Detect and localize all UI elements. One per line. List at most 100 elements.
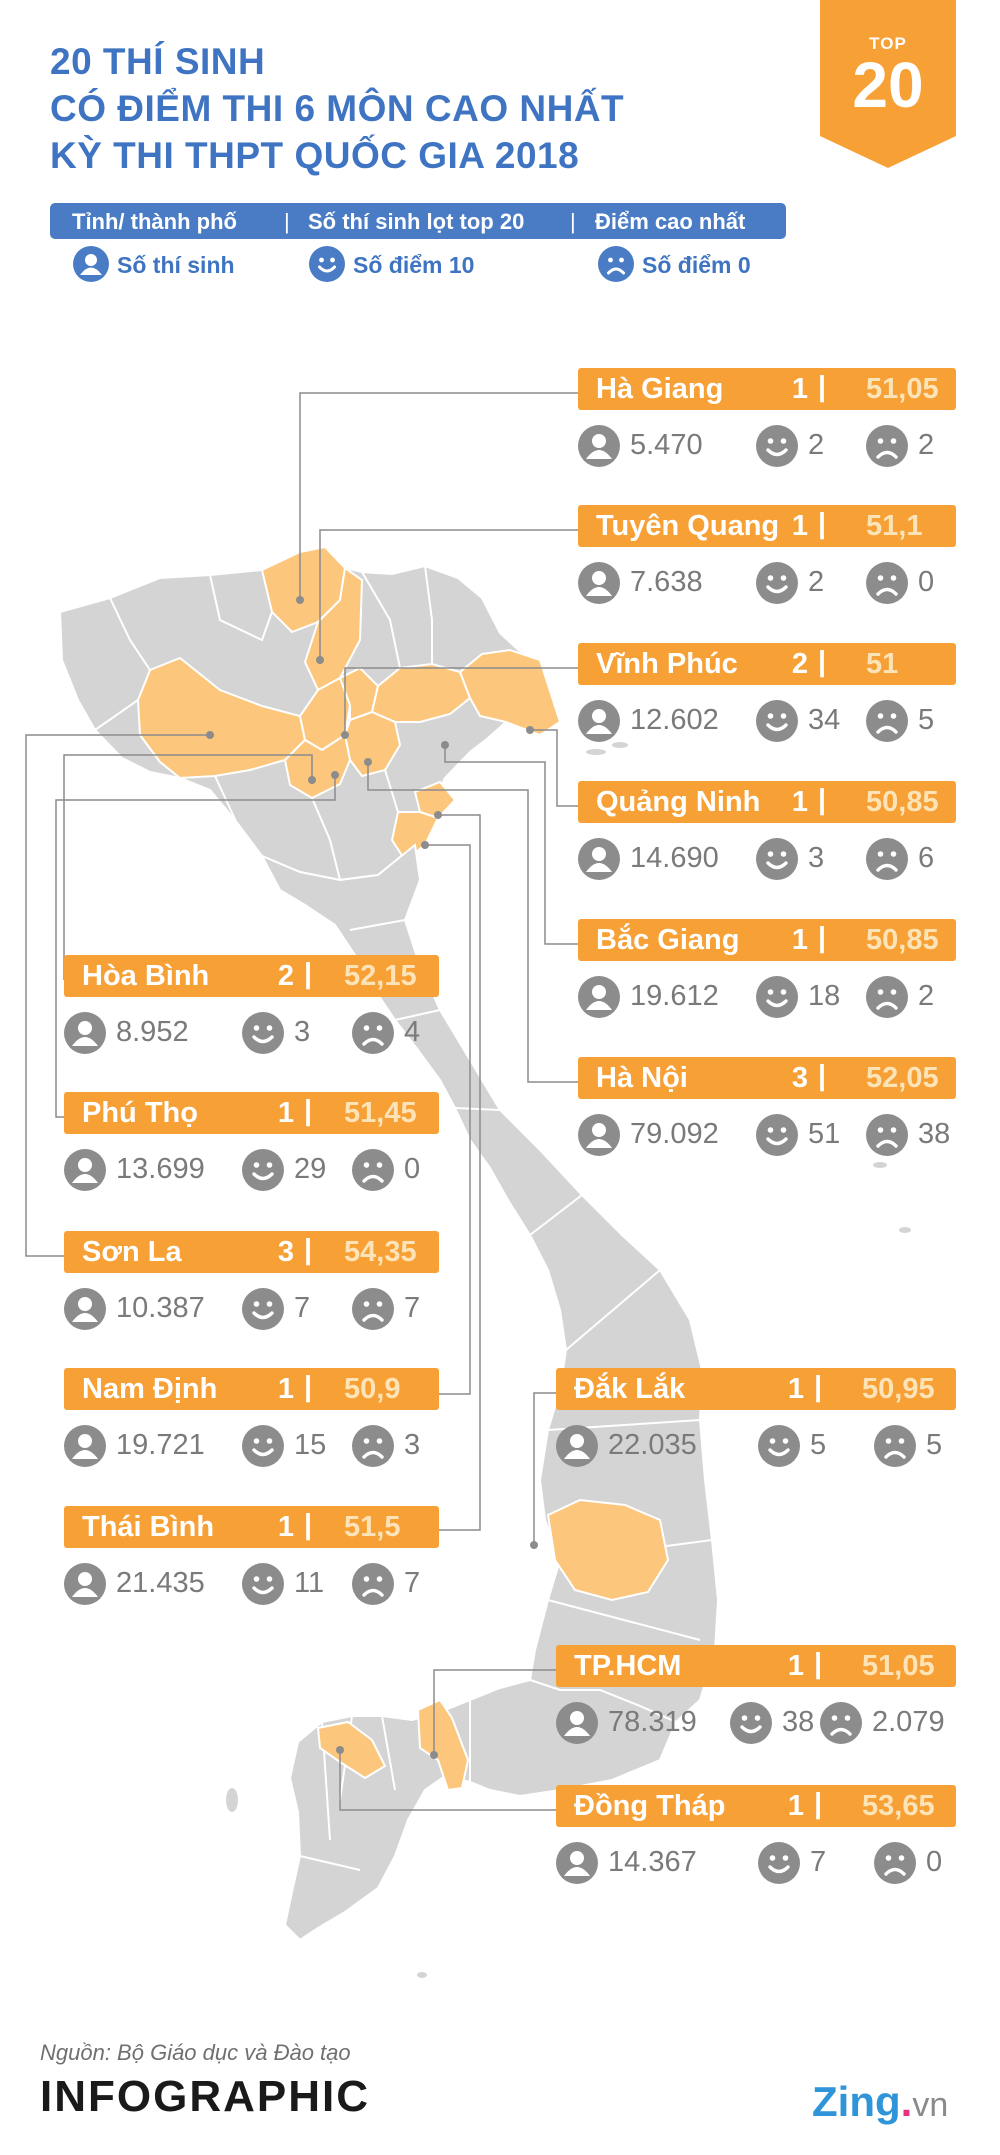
province-name: Sơn La: [82, 1236, 182, 1268]
max-score: 53,65: [862, 1790, 935, 1822]
top20-count: 1: [791, 786, 808, 818]
candidates-value: 19.612: [630, 980, 719, 1012]
candidates-value: 14.367: [608, 1846, 697, 1878]
ten-points-value: 29: [294, 1153, 327, 1185]
legend-max-score: Điểm cao nhất: [595, 209, 746, 234]
leader-dots: [206, 596, 538, 1759]
province-name: Hà Nội: [596, 1062, 688, 1094]
province-header: Đồng Tháp 1 | 53,65: [556, 1785, 956, 1827]
header-separator: |: [304, 1509, 313, 1541]
candidates-value: 19.721: [116, 1429, 205, 1461]
ten-points-value: 3: [808, 842, 825, 874]
top20-count: 2: [277, 960, 294, 992]
legend-candidates-label: Số thí sinh: [117, 252, 235, 278]
person-icon: [64, 1563, 106, 1613]
province-name: Nam Định: [82, 1373, 218, 1405]
province-header: Sơn La 3 | 54,35: [64, 1231, 439, 1273]
smile-icon: [242, 1012, 284, 1062]
person-icon: [556, 1702, 598, 1752]
header-separator: |: [304, 1234, 313, 1266]
province-header: Vĩnh Phúc 2 | 51: [578, 643, 956, 685]
person-icon: [578, 838, 620, 888]
province-header: Quảng Ninh 1 | 50,85: [578, 781, 956, 823]
frown-icon: [874, 1842, 916, 1892]
legend-province: Tỉnh/ thành phố: [72, 209, 237, 234]
province-card: Đắk Lắk 1 | 50,95 22.035 5 5: [556, 1368, 956, 1468]
badge-top-label: TOP: [869, 34, 907, 53]
person-icon: [578, 562, 620, 612]
smile-icon: [309, 246, 345, 282]
candidates-value: 14.690: [630, 842, 719, 874]
zero-points-value: 2.079: [872, 1706, 945, 1738]
top20-count: 1: [791, 924, 808, 956]
candidates-value: 78.319: [608, 1706, 697, 1738]
zero-points-value: 0: [404, 1153, 421, 1185]
person-icon: [64, 1149, 106, 1199]
candidates-value: 21.435: [116, 1567, 205, 1599]
person-icon: [556, 1425, 598, 1475]
legend-bar: Tỉnh/ thành phố | Số thí sinh lọt top 20…: [50, 203, 786, 239]
leader-lines: [25, 392, 578, 1811]
province-name: Hòa Bình: [82, 960, 210, 992]
max-score: 51,1: [866, 510, 923, 542]
smile-icon: [758, 1842, 800, 1892]
frown-icon: [874, 1425, 916, 1475]
province-card: Sơn La 3 | 54,35 10.387 7 7: [64, 1231, 439, 1331]
ten-points-value: 7: [294, 1292, 311, 1324]
map-province-hoa-binh: [283, 733, 352, 800]
max-score: 51,45: [344, 1097, 417, 1129]
zero-points-value: 7: [404, 1292, 421, 1324]
frown-icon: [352, 1149, 394, 1199]
zero-points-value: 6: [918, 842, 935, 874]
province-card: Hòa Bình 2 | 52,15 8.952 3 4: [64, 955, 439, 1055]
top20-count: 1: [277, 1097, 294, 1129]
max-score: 50,85: [866, 924, 939, 956]
province-name: Bắc Giang: [596, 924, 740, 956]
ten-points-value: 11: [294, 1567, 325, 1599]
frown-icon: [866, 700, 908, 750]
top20-count: 1: [277, 1373, 294, 1405]
ten-points-value: 38: [782, 1706, 815, 1738]
ten-points-value: 2: [808, 566, 825, 598]
person-icon: [73, 246, 109, 282]
person-icon: [578, 700, 620, 750]
map-province-son-la: [136, 656, 307, 780]
province-header: Hòa Bình 2 | 52,15: [64, 955, 439, 997]
ten-points-value: 5: [810, 1429, 827, 1461]
province-name: Thái Bình: [82, 1511, 215, 1543]
ten-points-value: 7: [810, 1846, 827, 1878]
zing-logo-dot: .: [900, 2078, 913, 2125]
smile-icon: [756, 1114, 798, 1164]
province-card: Bắc Giang 1 | 50,85 19.612 18 2: [578, 919, 956, 1019]
frown-icon: [352, 1425, 394, 1475]
ten-points-value: 34: [808, 704, 841, 736]
ten-points-value: 51: [808, 1118, 841, 1150]
top20-count: 2: [791, 648, 808, 680]
province-header: Phú Thọ 1 | 51,45: [64, 1092, 439, 1134]
smile-icon: [758, 1425, 800, 1475]
frown-icon: [866, 1114, 908, 1164]
top20-count: 3: [277, 1236, 294, 1268]
smile-icon: [730, 1702, 772, 1752]
source-note: Nguồn: Bộ Giáo dục và Đào tạo: [40, 2040, 351, 2065]
province-card: Tuyên Quang 1 | 51,1 7.638 2 0: [578, 505, 956, 605]
province-name: Phú Thọ: [82, 1097, 198, 1129]
candidates-value: 8.952: [116, 1016, 189, 1048]
header-separator: |: [818, 922, 827, 954]
smile-icon: [756, 976, 798, 1026]
page-title: 20 THÍ SINH CÓ ĐIỂM THI 6 MÔN CAO NHẤT K…: [50, 38, 624, 179]
header-separator: |: [304, 958, 313, 990]
legend-zero-points-label: Số điểm 0: [642, 252, 751, 278]
zero-points-value: 5: [926, 1429, 943, 1461]
smile-icon: [756, 700, 798, 750]
frown-icon: [352, 1288, 394, 1338]
frown-icon: [598, 246, 634, 282]
badge-number: 20: [852, 49, 924, 121]
province-card: Hà Giang 1 | 51,05 5.470 2 2: [578, 368, 956, 468]
ten-points-value: 2: [808, 429, 825, 461]
map-province-tp-hcm: [416, 1698, 470, 1792]
province-header: Thái Bình 1 | 51,5: [64, 1506, 439, 1548]
person-icon: [578, 976, 620, 1026]
map-province-thai-binh: [413, 780, 457, 820]
header-separator: |: [304, 1095, 313, 1127]
